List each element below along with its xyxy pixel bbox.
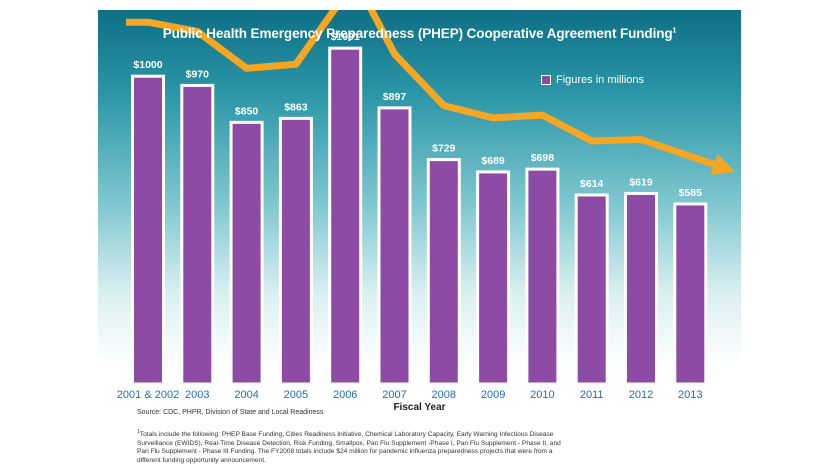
chart-plot: $1000 $970 $850 $863 $1091 $897 $729 $689 $698 $6… — [117, 10, 736, 401]
x-tick-label: 2008 — [432, 389, 456, 401]
footnote-text: Totals include the following: PHEP Base … — [137, 431, 561, 464]
bar — [673, 202, 708, 386]
x-axis-label: Fiscal Year — [393, 402, 446, 413]
footnote-marker: 1 — [137, 429, 140, 435]
data-label: $689 — [481, 155, 505, 167]
bar — [426, 158, 461, 386]
x-tick-label: 2013 — [678, 389, 702, 401]
bar — [229, 120, 264, 386]
x-tick-label: 2009 — [481, 389, 505, 401]
data-label: $585 — [679, 187, 703, 199]
x-tick-label: 2011 — [580, 389, 604, 401]
title-footnote-marker: 1 — [672, 27, 677, 35]
bar — [180, 83, 215, 386]
bar — [574, 193, 609, 386]
bar — [377, 106, 412, 386]
bar — [131, 74, 165, 386]
data-label: $619 — [629, 176, 653, 188]
x-tick-label: 2005 — [284, 389, 308, 401]
legend-label: Figures in millions — [556, 74, 645, 86]
data-label: $698 — [531, 152, 555, 164]
data-label: $729 — [432, 143, 456, 155]
x-tick-label: 2001 & 2002 — [117, 389, 179, 401]
data-label: $614 — [580, 178, 604, 190]
x-tick-label: 2006 — [333, 389, 357, 401]
data-label: $850 — [235, 105, 259, 117]
bar — [525, 167, 560, 386]
bar — [476, 170, 511, 386]
data-label: $970 — [186, 68, 210, 80]
bar — [328, 46, 363, 386]
source-note: Source: CDC, PHPR, Division of State and… — [137, 409, 324, 416]
bar — [278, 116, 313, 386]
x-tick-label: 2003 — [185, 389, 209, 401]
trend-arrow — [126, 10, 736, 176]
chart-panel: $1000 $970 $850 $863 $1091 $897 $729 $689 $698 $6… — [98, 10, 741, 465]
bar — [624, 191, 658, 386]
data-label: $863 — [284, 101, 308, 113]
footnote: 1Totals include the following: PHEP Base… — [137, 428, 567, 466]
legend-swatch — [541, 75, 551, 85]
x-tick-label: 2012 — [629, 389, 653, 401]
data-label: $897 — [383, 91, 407, 103]
chart-title: Public Health Emergency Preparedness (PH… — [162, 26, 677, 41]
data-label: $1091 — [331, 31, 360, 43]
data-label: $1000 — [133, 59, 162, 71]
legend: Figures in millions — [541, 74, 644, 86]
x-tick-label: 2004 — [234, 389, 258, 401]
x-tick-label: 2007 — [382, 389, 406, 401]
x-tick-label: 2010 — [530, 389, 554, 401]
